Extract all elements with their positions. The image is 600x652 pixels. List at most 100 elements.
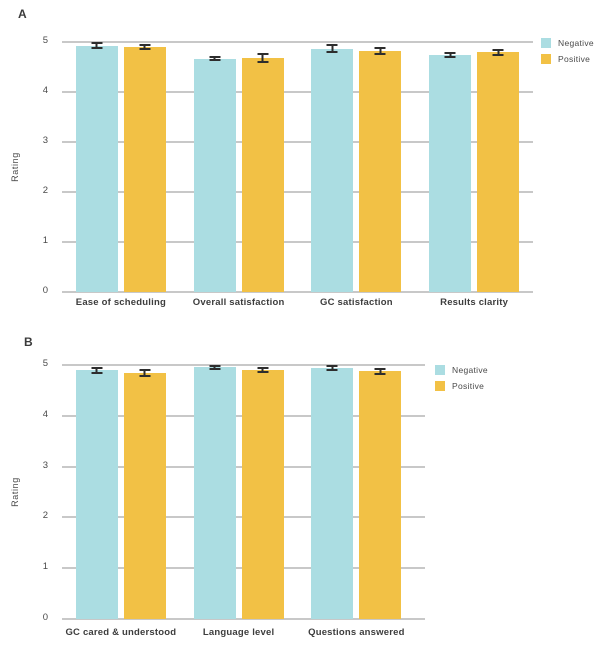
y-tick-label: 2 — [42, 185, 48, 196]
legend-label: Negative — [558, 38, 594, 48]
error-bar — [139, 369, 151, 378]
bar-negative — [75, 366, 118, 619]
bar-groups — [62, 364, 425, 619]
error-bar — [91, 366, 103, 374]
error-bar-cap-top — [444, 51, 456, 54]
error-bar-line — [95, 42, 98, 49]
gridline — [62, 41, 533, 43]
gridline — [62, 141, 533, 143]
x-category-label: Overall satisfaction — [192, 297, 285, 308]
error-bar-cap-top — [374, 367, 386, 370]
error-bar — [374, 367, 386, 375]
y-tick-label: 0 — [42, 612, 48, 623]
legend: Negative Positive — [435, 365, 488, 397]
gridline — [62, 241, 533, 243]
x-category-label: Language level — [202, 627, 275, 638]
x-axis-labels: Ease of scheduling Overall satisfaction GC… — [62, 297, 533, 308]
error-bar-cap-bottom — [374, 372, 386, 375]
legend-swatch-negative — [541, 38, 551, 48]
x-category-label: Ease of scheduling — [75, 297, 166, 308]
bar-positive — [123, 369, 166, 619]
error-bar-cap-bottom — [91, 47, 103, 49]
y-tick-label: 0 — [42, 285, 48, 296]
legend-label: Negative — [452, 365, 488, 375]
error-bar-line — [497, 48, 500, 56]
legend-label: Positive — [558, 54, 591, 64]
x-category-label: Results clarity — [440, 297, 509, 308]
bar-group — [180, 42, 298, 292]
bar-positive — [359, 47, 402, 292]
y-tick-label: 5 — [42, 358, 48, 369]
bar-negative — [311, 364, 354, 619]
bar-negative — [429, 51, 472, 292]
error-bar-cap-bottom — [209, 59, 221, 61]
error-bar-cap-top — [139, 44, 151, 46]
error-bar-line — [261, 53, 264, 63]
y-tick-label: 3 — [42, 459, 48, 471]
bar-group — [298, 42, 416, 292]
error-bar-cap-top — [91, 42, 103, 44]
error-bar — [91, 42, 103, 49]
error-bar-line — [95, 366, 98, 374]
x-category-label: Questions answered — [308, 627, 405, 638]
gridline — [62, 291, 533, 293]
error-bar-cap-top — [209, 56, 221, 58]
bar-positive — [477, 48, 520, 292]
error-bar-cap-bottom — [257, 61, 269, 63]
bar-negative — [311, 44, 354, 292]
error-bar-cap-top — [326, 364, 338, 367]
error-bar-line — [331, 364, 334, 371]
bar-negative — [193, 56, 236, 292]
error-bar-cap-bottom — [91, 371, 103, 374]
error-bar — [492, 48, 504, 56]
error-bar — [139, 44, 151, 50]
y-axis-ticks: 0 1 2 3 4 5 — [0, 358, 56, 623]
gridline — [62, 618, 425, 620]
error-bar-line — [213, 56, 216, 61]
y-tick-label: 3 — [42, 135, 48, 146]
bar-negative — [75, 42, 118, 292]
error-bar-cap-top — [209, 364, 221, 367]
x-category-label: GC cared & understood — [65, 627, 177, 638]
error-bar-cap-bottom — [257, 370, 269, 373]
error-bar-line — [331, 44, 334, 53]
error-bar-cap-top — [326, 44, 338, 46]
panel-a-label: A — [18, 7, 28, 21]
error-bar-line — [379, 367, 382, 375]
bar-positive — [241, 53, 284, 292]
bar-negative — [193, 364, 236, 619]
error-bar-line — [213, 364, 216, 370]
legend-swatch-positive — [435, 381, 445, 391]
bar-group — [415, 42, 533, 292]
plot-area — [62, 364, 425, 620]
y-tick-label: 2 — [42, 510, 48, 522]
legend-label: Positive — [452, 381, 485, 391]
error-bar-line — [379, 47, 382, 55]
error-bar — [326, 364, 338, 371]
error-bar-cap-bottom — [139, 48, 151, 50]
legend-item: Negative — [541, 38, 594, 48]
error-bar-cap-bottom — [326, 51, 338, 53]
legend-swatch-negative — [435, 365, 445, 375]
gridline — [62, 191, 533, 193]
y-tick-label: 1 — [42, 561, 48, 573]
error-bar-cap-bottom — [374, 53, 386, 55]
bar-positive — [241, 366, 284, 619]
bar-groups — [62, 42, 533, 292]
x-category-label: GC satisfaction — [320, 297, 393, 308]
bar-group — [62, 365, 180, 619]
error-bar-cap-top — [374, 47, 386, 49]
error-bar — [209, 364, 221, 370]
legend-swatch-positive — [541, 54, 551, 64]
plot-area — [62, 41, 533, 293]
y-tick-label: 4 — [42, 408, 48, 420]
error-bar-cap-bottom — [209, 367, 221, 370]
bar-positive — [123, 44, 166, 292]
error-bar-cap-bottom — [139, 375, 151, 378]
error-bar — [257, 53, 269, 63]
error-bar-cap-top — [257, 366, 269, 369]
gridline — [62, 91, 533, 93]
legend-item: Positive — [435, 381, 488, 391]
